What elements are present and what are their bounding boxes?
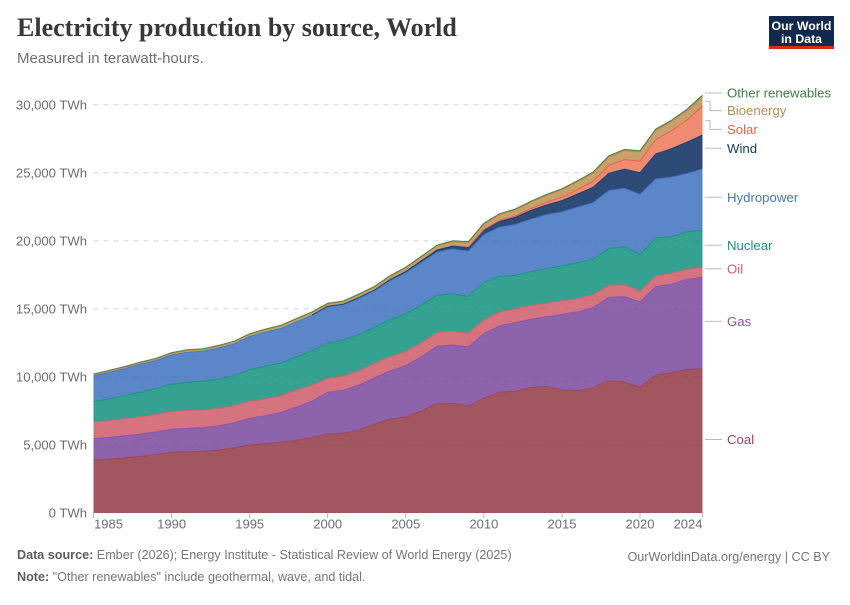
svg-text:Bioenergy: Bioenergy: [727, 103, 787, 118]
svg-text:2020: 2020: [626, 517, 655, 532]
svg-text:Wind: Wind: [727, 141, 757, 156]
svg-text:15,000 TWh: 15,000 TWh: [16, 301, 87, 316]
svg-text:1990: 1990: [157, 517, 186, 532]
svg-text:25,000 TWh: 25,000 TWh: [16, 165, 87, 180]
svg-text:Gas: Gas: [727, 314, 752, 329]
svg-text:30,000 TWh: 30,000 TWh: [16, 97, 87, 112]
svg-text:2010: 2010: [469, 517, 498, 532]
svg-text:10,000 TWh: 10,000 TWh: [16, 369, 87, 384]
svg-text:2024: 2024: [674, 517, 703, 532]
svg-text:0 TWh: 0 TWh: [49, 506, 87, 521]
svg-text:1995: 1995: [235, 517, 264, 532]
svg-text:Other renewables: Other renewables: [727, 86, 831, 101]
svg-text:Solar: Solar: [727, 122, 758, 137]
svg-text:2005: 2005: [391, 517, 420, 532]
svg-text:5,000 TWh: 5,000 TWh: [23, 438, 87, 453]
svg-text:20,000 TWh: 20,000 TWh: [16, 233, 87, 248]
svg-text:Hydropower: Hydropower: [727, 190, 799, 205]
svg-text:Oil: Oil: [727, 261, 743, 276]
svg-text:2015: 2015: [548, 517, 577, 532]
svg-text:2000: 2000: [313, 517, 342, 532]
svg-text:1985: 1985: [94, 517, 123, 532]
svg-text:Coal: Coal: [727, 432, 754, 447]
svg-text:Nuclear: Nuclear: [727, 238, 773, 253]
